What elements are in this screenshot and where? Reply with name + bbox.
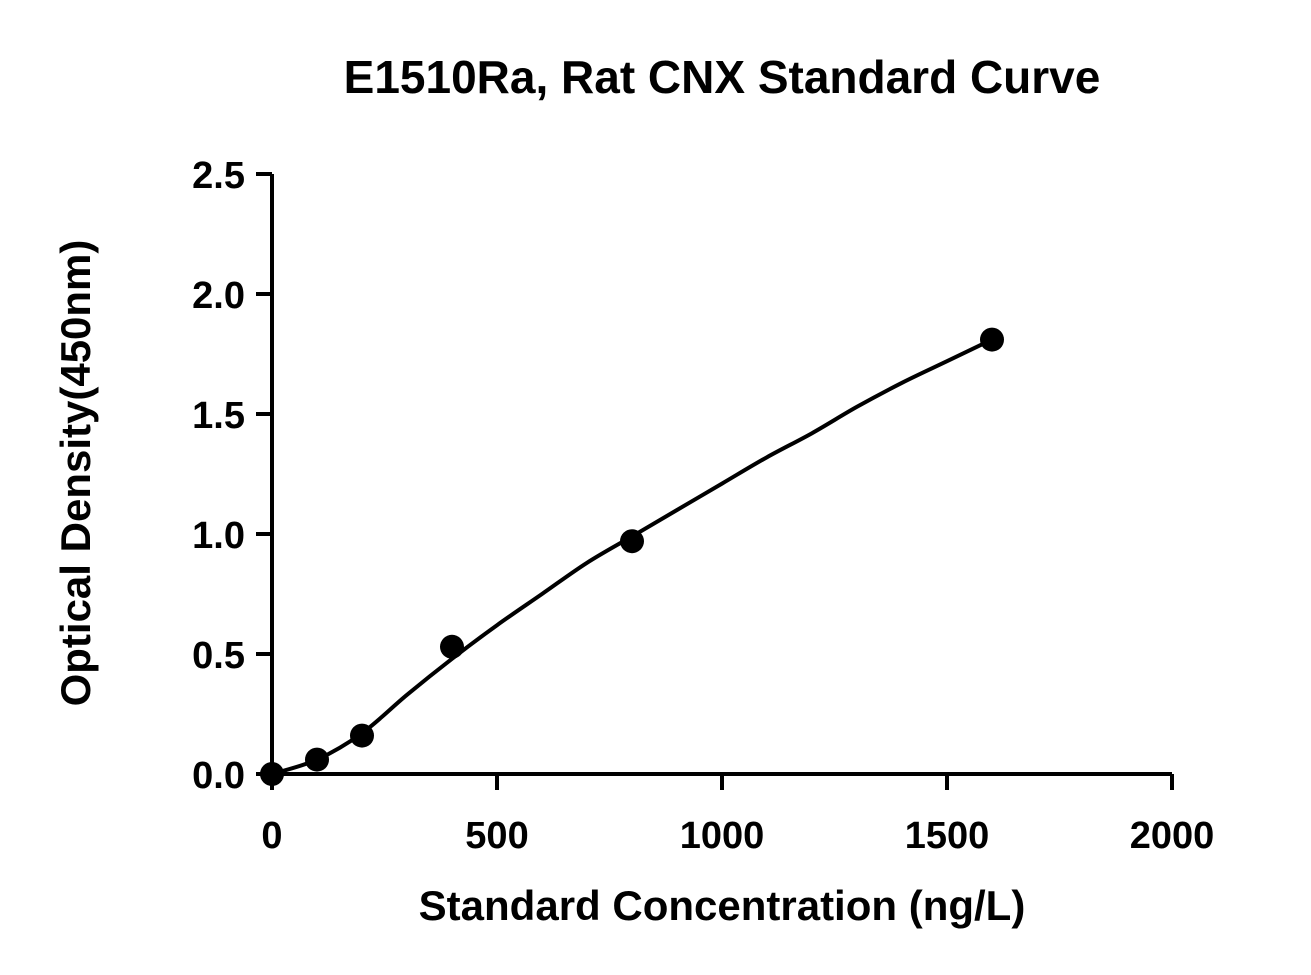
fitted-curve-layer xyxy=(271,337,993,776)
y-tick-label: 2.5 xyxy=(192,155,245,197)
x-tick-label: 1500 xyxy=(905,815,990,857)
x-tick-label: 500 xyxy=(465,815,528,857)
x-axis-label: Standard Concentration (ng/L) xyxy=(419,882,1026,929)
y-tick-label: 1.0 xyxy=(192,515,245,557)
y-tick-label: 1.5 xyxy=(192,395,245,437)
axes xyxy=(270,174,1172,776)
fitted-curve-line xyxy=(271,337,993,776)
data-point xyxy=(980,327,1004,352)
x-tick-label: 0 xyxy=(261,815,282,857)
y-tick-label: 2.0 xyxy=(192,275,245,317)
data-point xyxy=(260,762,284,786)
data-point xyxy=(440,634,464,659)
chart-title: E1510Ra, Rat CNX Standard Curve xyxy=(344,51,1101,103)
data-points-layer xyxy=(260,327,1004,786)
data-point xyxy=(620,529,644,554)
data-point xyxy=(350,723,374,748)
y-tick-label: 0.5 xyxy=(192,635,245,677)
data-point xyxy=(305,747,329,772)
y-axis-ticks: 0.0 0.5 1.0 1.5 2.0 2.5 xyxy=(192,155,272,797)
x-tick-label: 1000 xyxy=(680,815,765,857)
y-axis-label: Optical Density(450nm) xyxy=(52,240,99,707)
x-axis-ticks: 0 500 1000 1500 2000 xyxy=(261,774,1214,857)
x-tick-label: 2000 xyxy=(1130,815,1215,857)
y-tick-label: 0.0 xyxy=(192,755,245,797)
